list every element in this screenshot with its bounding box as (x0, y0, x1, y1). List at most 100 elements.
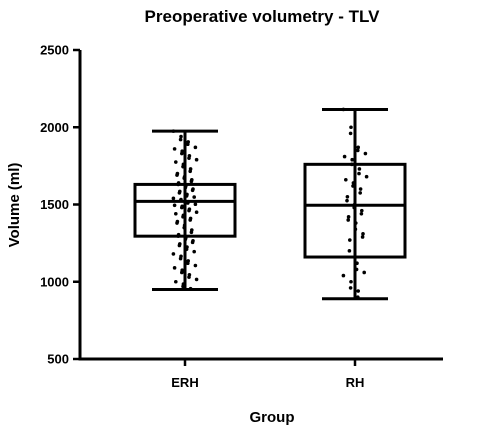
x-tick-label: RH (346, 375, 365, 390)
data-point (346, 218, 351, 222)
data-point (174, 279, 178, 284)
y-axis-label: Volume (ml) (6, 163, 23, 248)
chart-title: Preoperative volumetry - TLV (145, 7, 381, 26)
data-point (361, 232, 365, 236)
data-point (187, 275, 191, 279)
data-point (348, 238, 352, 242)
data-point (347, 249, 352, 253)
data-point (178, 256, 183, 261)
data-point (178, 198, 183, 203)
data-point (183, 185, 188, 190)
data-point (194, 210, 199, 215)
data-point (360, 235, 365, 239)
data-point (180, 270, 184, 275)
data-point (178, 137, 183, 142)
data-point (356, 148, 360, 153)
data-point (172, 147, 177, 151)
data-point (348, 286, 353, 290)
data-point (193, 263, 198, 268)
data-point (348, 131, 353, 136)
data-point (189, 179, 194, 184)
data-point (341, 273, 346, 278)
data-point (360, 208, 364, 213)
y-tick-label: 500 (47, 352, 69, 367)
data-point (358, 187, 363, 191)
data-point (176, 182, 180, 187)
data-point (364, 174, 369, 179)
data-point (354, 267, 359, 272)
data-point (354, 221, 358, 225)
data-point (186, 201, 190, 205)
y-tick-label: 1500 (40, 197, 69, 212)
data-point (193, 145, 198, 150)
data-point (172, 203, 177, 208)
data-point (363, 151, 368, 156)
data-point (345, 194, 350, 199)
data-point (356, 289, 361, 293)
data-point (353, 227, 358, 232)
data-point (346, 215, 351, 219)
box-rh (303, 107, 407, 301)
data-point (182, 225, 186, 230)
data-point (194, 277, 199, 282)
data-point (349, 279, 353, 284)
data-point (189, 230, 194, 235)
data-point (355, 261, 359, 266)
data-point (183, 237, 188, 242)
data-point (186, 261, 190, 266)
data-point (177, 243, 182, 248)
data-point (352, 205, 357, 210)
data-point (188, 169, 192, 174)
y-tick-label: 1000 (40, 274, 69, 289)
data-point (345, 198, 349, 203)
data-point (351, 184, 355, 188)
data-points (341, 107, 369, 300)
data-point (350, 157, 355, 162)
data-point (174, 160, 178, 164)
data-point (180, 151, 184, 156)
data-point (187, 208, 191, 213)
data-point (172, 266, 177, 270)
data-point (188, 218, 192, 222)
data-point (184, 247, 189, 252)
data-point (179, 134, 183, 139)
data-point (175, 173, 179, 177)
data-point (342, 154, 347, 159)
data-point (176, 234, 180, 238)
box-erh (133, 129, 237, 291)
data-point (351, 181, 356, 185)
iqr-box (303, 162, 407, 259)
data-point (174, 211, 178, 216)
data-point (184, 194, 189, 198)
y-tick-label: 2500 (40, 43, 69, 58)
data-point (181, 284, 185, 289)
data-point (188, 286, 193, 291)
data-point (358, 191, 363, 195)
data-point (181, 164, 185, 169)
data-point (171, 252, 176, 256)
data-point (181, 215, 185, 219)
data-point (186, 142, 190, 147)
x-axis-label: Group (250, 409, 295, 426)
data-point (193, 202, 198, 206)
data-point (190, 188, 195, 193)
data-point (357, 167, 362, 171)
data-point (192, 249, 196, 254)
y-tick-label: 2000 (40, 120, 69, 135)
data-point (171, 196, 176, 201)
data-point (194, 157, 199, 162)
data-point (352, 202, 357, 207)
data-point (175, 221, 179, 225)
data-point (357, 171, 361, 176)
data-point (341, 107, 346, 112)
data-point (182, 176, 186, 181)
data-point (362, 270, 367, 275)
data-point (180, 205, 184, 210)
x-tick-label: ERH (171, 375, 198, 390)
data-point (192, 195, 196, 199)
data-point (190, 240, 195, 245)
data-point (187, 156, 191, 160)
data-point (350, 162, 354, 167)
data-point (349, 125, 353, 130)
